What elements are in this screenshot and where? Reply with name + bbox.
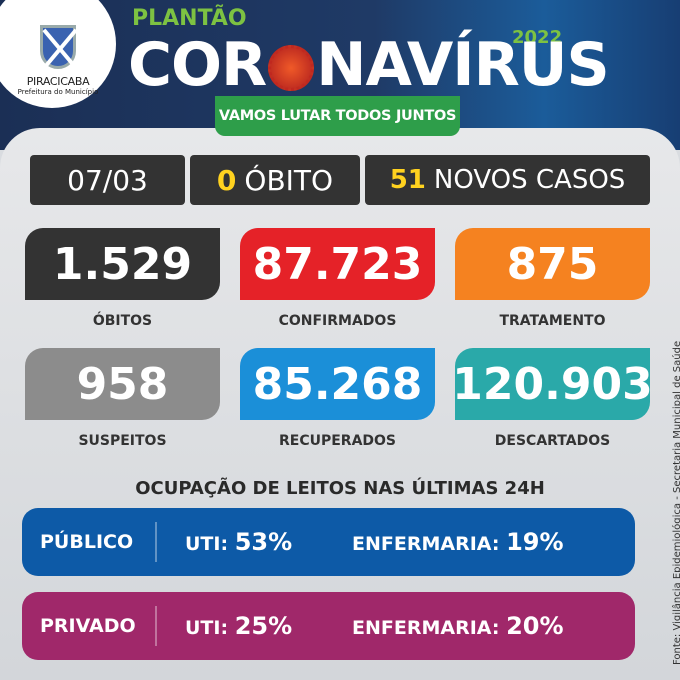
beds-row-privado: PRIVADO UTI: 25% ENFERMARIA: 20% xyxy=(22,592,635,660)
enfermaria-occupancy: ENFERMARIA: 20% xyxy=(352,612,564,640)
stat-label-recuperados: RECUPERADOS xyxy=(278,433,397,449)
beds-row-name: PRIVADO xyxy=(22,606,157,646)
new-cases-label: NOVOS CASOS xyxy=(433,165,626,195)
uti-occupancy: UTI: 25% xyxy=(157,612,352,640)
title: COR NAVÍRUS xyxy=(128,30,610,100)
uti-value: 25% xyxy=(234,612,293,640)
daily-deaths-value: 0 xyxy=(216,163,237,197)
enfermaria-occupancy: ENFERMARIA: 19% xyxy=(352,528,564,556)
enfermaria-value: 20% xyxy=(506,612,564,640)
slogan-banner: VAMOS LUTAR TODOS JUNTOS xyxy=(215,96,460,136)
new-cases-value: 51 xyxy=(389,165,426,195)
enfermaria-label: ENFERMARIA: xyxy=(352,533,500,555)
uti-occupancy: UTI: 53% xyxy=(157,528,352,556)
stat-label-obitos: ÓBITOS xyxy=(92,313,153,329)
stat-box-obitos: 1.529 xyxy=(25,228,220,300)
logo-subtitle: Prefeitura do Município xyxy=(17,88,99,96)
uti-label: UTI: xyxy=(185,617,229,639)
stat-label-descartados: DESCARTADOS xyxy=(494,433,611,449)
daily-deaths-label: ÓBITO xyxy=(244,163,334,197)
beds-title: OCUPAÇÃO DE LEITOS NAS ÚLTIMAS 24H xyxy=(135,478,545,499)
stat-label-confirmados: CONFIRMADOS xyxy=(278,313,397,329)
piracicaba-logo: PIRACICABA Prefeitura do Município xyxy=(0,0,116,108)
enfermaria-value: 19% xyxy=(506,528,564,556)
stat-label-tratamento: TRATAMENTO xyxy=(499,313,606,329)
stat-label-suspeitos: SUSPEITOS xyxy=(78,433,167,449)
date: 07/03 xyxy=(67,163,148,197)
logo-city: PIRACICABA xyxy=(26,75,90,88)
plantao-label: PLANTÃO xyxy=(132,6,247,31)
stat-box-tratamento: 875 xyxy=(455,228,650,300)
beds-row-publico: PÚBLICO UTI: 53% ENFERMARIA: 19% xyxy=(22,508,635,576)
date-box: 07/03 xyxy=(30,155,185,205)
stat-box-descartados: 120.903 xyxy=(452,348,653,420)
stat-box-confirmados: 87.723 xyxy=(240,228,435,300)
virus-icon xyxy=(268,45,315,92)
title-part-b: NAVÍRUS xyxy=(316,30,609,100)
uti-value: 53% xyxy=(234,528,293,556)
daily-deaths-box: 0 ÓBITO xyxy=(190,155,360,205)
enfermaria-label: ENFERMARIA: xyxy=(352,617,500,639)
year-label: 2022 xyxy=(512,27,563,48)
title-part-a: COR xyxy=(128,30,267,100)
new-cases-box: 51 NOVOS CASOS xyxy=(365,155,650,205)
uti-label: UTI: xyxy=(185,533,229,555)
coat-of-arms-icon xyxy=(40,25,76,69)
stat-box-suspeitos: 958 xyxy=(25,348,220,420)
source-note: Fonte: Vigilância Epidemiológica - Secre… xyxy=(672,340,680,665)
beds-row-name: PÚBLICO xyxy=(22,522,157,562)
stat-box-recuperados: 85.268 xyxy=(240,348,435,420)
